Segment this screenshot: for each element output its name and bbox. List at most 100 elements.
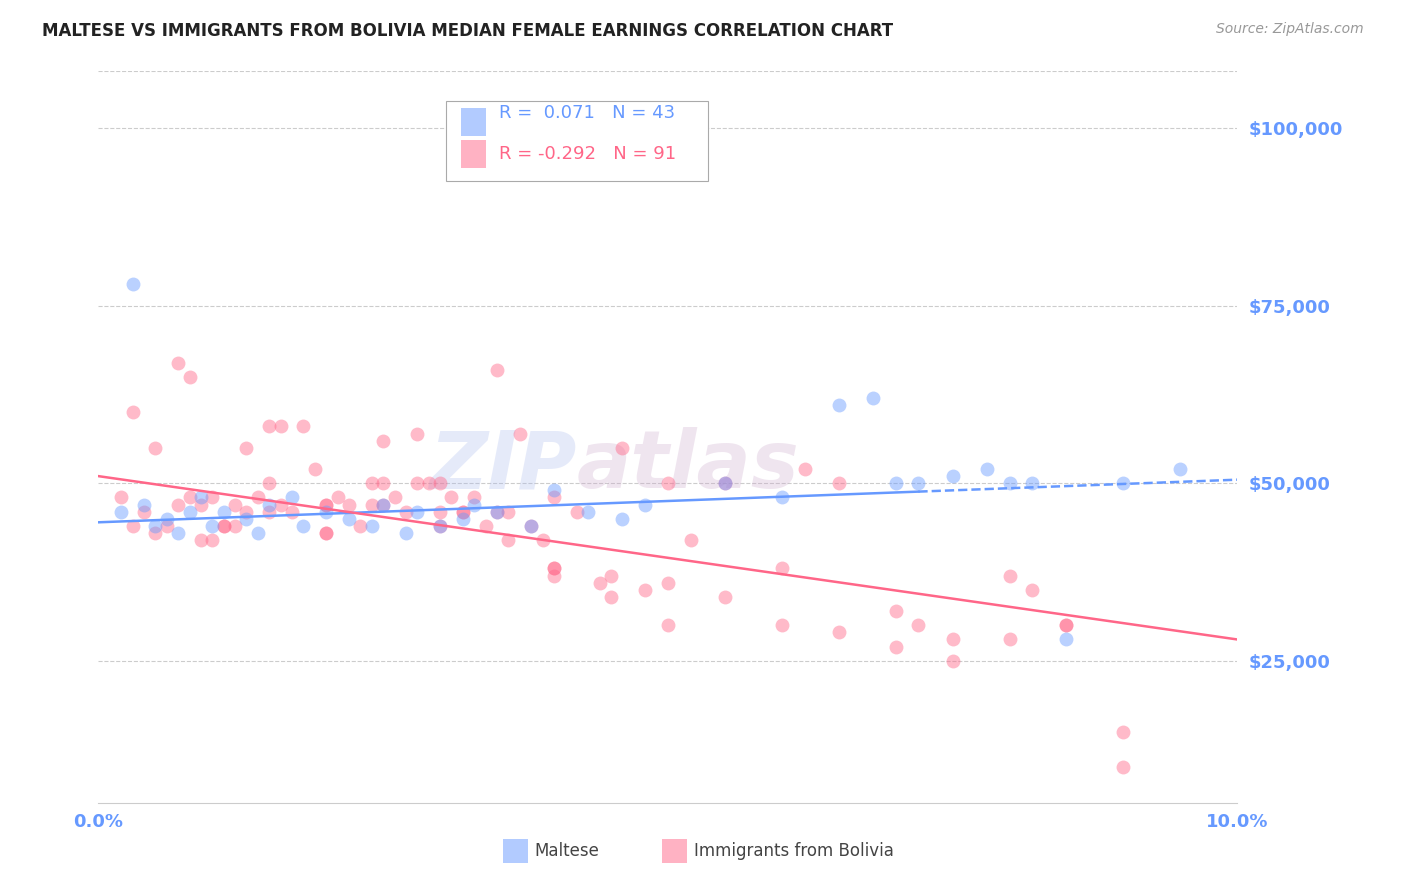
Point [212, 519, 235, 533]
Point [714, 476, 737, 491]
Point [463, 498, 485, 512]
Point [770, 561, 793, 575]
Point [828, 398, 851, 412]
Point [121, 405, 143, 419]
Point [543, 568, 565, 582]
Point [145, 441, 167, 455]
Point [509, 426, 531, 441]
Point [1112, 724, 1135, 739]
Point [498, 533, 520, 547]
Bar [503, 839, 527, 863]
Point [259, 498, 281, 512]
Point [395, 525, 418, 540]
Point [440, 491, 463, 505]
Point [976, 462, 998, 476]
Point [862, 391, 884, 405]
Point [463, 491, 485, 505]
Point [429, 505, 451, 519]
Point [224, 498, 246, 512]
Point [520, 519, 543, 533]
Text: atlas: atlas [576, 427, 800, 506]
Point [179, 491, 201, 505]
Point [942, 654, 965, 668]
Point [429, 519, 451, 533]
Point [418, 476, 440, 491]
Point [1056, 632, 1078, 647]
Point [145, 525, 167, 540]
Point [315, 505, 337, 519]
Bar [662, 839, 688, 863]
Point [531, 533, 554, 547]
Point [145, 519, 167, 533]
Point [543, 561, 565, 575]
Point [281, 491, 304, 505]
Point [657, 476, 679, 491]
Text: Immigrants from Bolivia: Immigrants from Bolivia [695, 842, 894, 860]
Text: R = -0.292   N = 91: R = -0.292 N = 91 [499, 145, 676, 163]
Point [1170, 462, 1192, 476]
Point [156, 512, 179, 526]
Point [201, 519, 224, 533]
Point [451, 505, 474, 519]
Point [543, 491, 565, 505]
Point [167, 355, 190, 369]
Point [201, 491, 224, 505]
Point [942, 632, 965, 647]
Point [110, 491, 132, 505]
Point [315, 525, 337, 540]
Point [429, 519, 451, 533]
Point [406, 476, 429, 491]
Point [565, 505, 588, 519]
Point [110, 505, 132, 519]
Point [884, 640, 907, 654]
Point [179, 505, 201, 519]
Point [600, 568, 623, 582]
Point [373, 498, 395, 512]
Point [395, 505, 418, 519]
Point [770, 491, 793, 505]
Point [259, 419, 281, 434]
Point [1021, 476, 1043, 491]
Point [634, 498, 657, 512]
Bar [461, 140, 485, 168]
Point [190, 491, 212, 505]
Point [474, 519, 496, 533]
Point [612, 512, 634, 526]
Point [235, 512, 257, 526]
Point [360, 498, 382, 512]
Point [259, 476, 281, 491]
Point [360, 476, 382, 491]
Point [156, 519, 179, 533]
Point [998, 476, 1021, 491]
Point [406, 426, 429, 441]
Point [486, 362, 509, 376]
Point [373, 476, 395, 491]
Point [657, 575, 679, 590]
Point [1112, 476, 1135, 491]
Point [679, 533, 702, 547]
Point [612, 441, 634, 455]
FancyBboxPatch shape [446, 101, 707, 181]
Point [998, 568, 1021, 582]
Point [486, 505, 509, 519]
Point [1056, 618, 1078, 632]
Point [828, 625, 851, 640]
Text: MALTESE VS IMMIGRANTS FROM BOLIVIA MEDIAN FEMALE EARNINGS CORRELATION CHART: MALTESE VS IMMIGRANTS FROM BOLIVIA MEDIA… [42, 22, 893, 40]
Point [167, 498, 190, 512]
Point [235, 505, 257, 519]
Point [884, 604, 907, 618]
Point [349, 519, 371, 533]
Point [884, 476, 907, 491]
Point [270, 419, 292, 434]
Point [201, 533, 224, 547]
Point [998, 632, 1021, 647]
Text: ZIP: ZIP [429, 427, 576, 506]
Point [498, 505, 520, 519]
Point [270, 498, 292, 512]
Bar [461, 108, 485, 136]
Point [315, 525, 337, 540]
Point [451, 512, 474, 526]
Point [634, 582, 657, 597]
Point [429, 476, 451, 491]
Point [907, 476, 929, 491]
